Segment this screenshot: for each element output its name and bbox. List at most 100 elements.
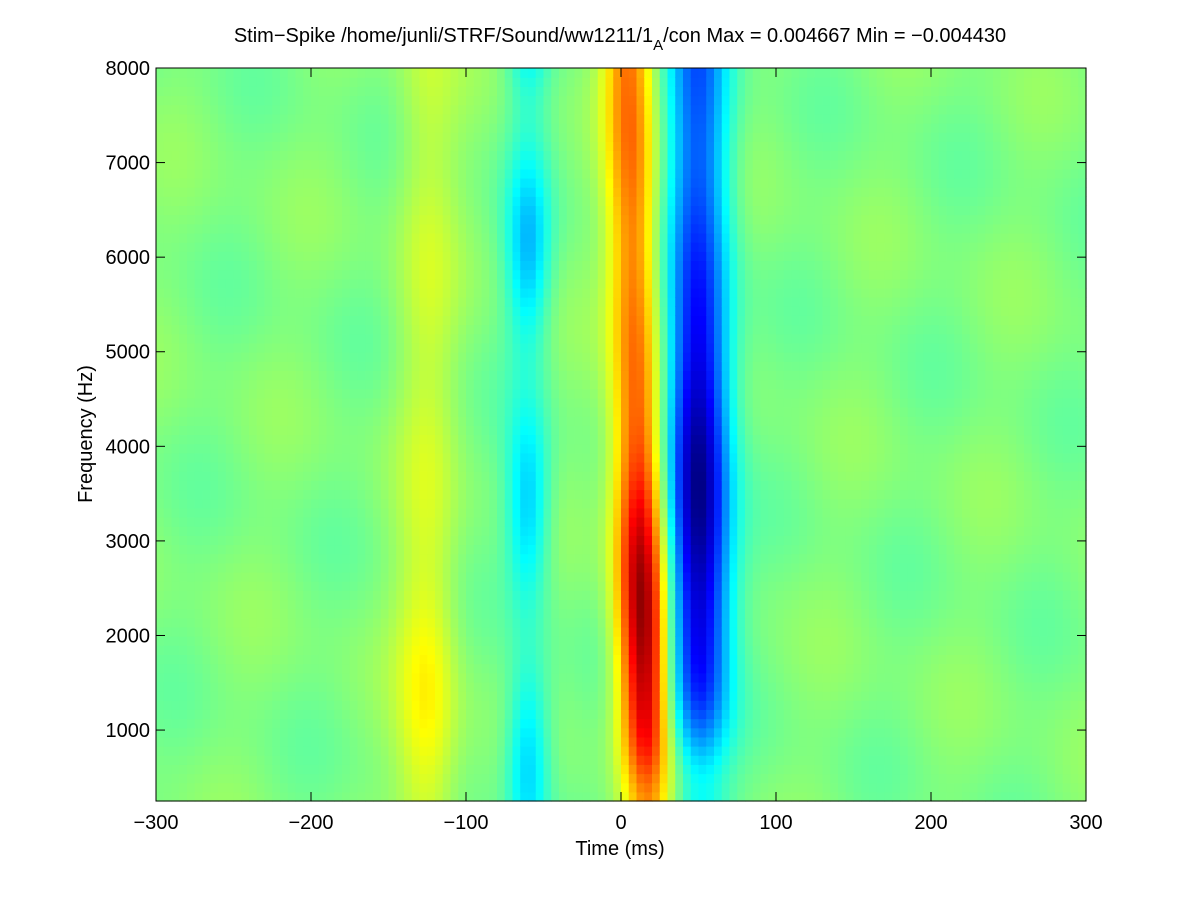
heatmap-cell xyxy=(551,755,560,765)
heatmap-cell xyxy=(241,608,250,619)
heatmap-cell xyxy=(357,104,366,115)
heatmap-cell xyxy=(357,168,366,179)
heatmap-cell xyxy=(342,68,351,78)
heatmap-cell xyxy=(497,654,506,665)
heatmap-cell xyxy=(535,672,545,683)
heatmap-cell xyxy=(342,663,351,674)
heatmap-cell xyxy=(582,141,591,152)
heatmap-cell xyxy=(613,196,622,207)
heatmap-cell xyxy=(489,663,498,674)
heatmap-cell xyxy=(156,95,165,106)
heatmap-cell xyxy=(551,287,560,298)
heatmap-cell xyxy=(466,150,475,161)
heatmap-cell xyxy=(264,507,273,518)
heatmap-cell xyxy=(287,544,297,555)
heatmap-cell xyxy=(249,187,258,197)
heatmap-cell xyxy=(442,306,452,316)
heatmap-cell xyxy=(380,95,390,106)
heatmap-cell xyxy=(218,113,227,124)
heatmap-cell xyxy=(256,443,266,454)
heatmap-cell xyxy=(280,443,289,454)
heatmap-cell xyxy=(458,287,467,298)
heatmap-cell xyxy=(342,516,351,527)
heatmap-cell xyxy=(380,361,390,371)
heatmap-cell xyxy=(365,544,374,555)
heatmap-cell xyxy=(427,196,436,207)
heatmap-cell xyxy=(326,700,335,710)
heatmap-cell xyxy=(318,727,328,738)
heatmap-cell xyxy=(179,159,188,170)
heatmap-cell xyxy=(559,489,568,500)
heatmap-cell xyxy=(590,452,599,463)
heatmap-cell xyxy=(411,736,421,747)
heatmap-cell xyxy=(272,361,281,371)
heatmap-cell xyxy=(342,608,351,619)
heatmap-cell xyxy=(396,278,405,289)
heatmap-cell xyxy=(365,581,374,591)
heatmap-cell xyxy=(605,608,614,619)
heatmap-cell xyxy=(566,782,576,793)
heatmap-cell xyxy=(450,773,459,784)
heatmap-cell xyxy=(574,626,583,637)
heatmap-cell xyxy=(349,626,359,637)
heatmap-cell xyxy=(380,242,390,252)
heatmap-cell xyxy=(171,68,180,78)
heatmap-cell xyxy=(287,77,297,87)
heatmap-cell xyxy=(179,654,188,665)
heatmap-cell xyxy=(187,526,196,536)
heatmap-cell xyxy=(264,407,273,417)
heatmap-cell xyxy=(202,461,211,472)
heatmap-cell xyxy=(311,654,320,665)
heatmap-cell xyxy=(256,306,266,316)
heatmap-cell xyxy=(559,764,568,775)
heatmap-cell xyxy=(225,636,235,646)
heatmap-cell xyxy=(520,159,529,170)
heatmap-cell xyxy=(187,379,196,390)
heatmap-cell xyxy=(218,77,227,87)
heatmap-cell xyxy=(566,196,576,207)
heatmap-cell xyxy=(187,242,196,252)
heatmap-cell xyxy=(481,498,490,509)
heatmap-cell xyxy=(411,269,421,280)
heatmap-cell xyxy=(497,232,506,243)
heatmap-cell xyxy=(342,636,351,646)
heatmap-cell xyxy=(311,297,320,307)
heatmap-cell xyxy=(318,232,328,243)
heatmap-cell xyxy=(233,507,242,518)
heatmap-cell xyxy=(163,232,173,243)
heatmap-cell xyxy=(559,187,568,197)
heatmap-cell xyxy=(249,205,258,216)
heatmap-cell xyxy=(489,379,498,390)
heatmap-cell xyxy=(419,416,428,426)
heatmap-cell xyxy=(156,434,165,445)
heatmap-cell xyxy=(551,480,560,491)
heatmap-cell xyxy=(342,681,351,692)
heatmap-cell xyxy=(481,700,490,710)
heatmap-cell xyxy=(202,709,211,720)
heatmap-cell xyxy=(473,443,483,454)
heatmap-cell xyxy=(442,746,452,756)
heatmap-cell xyxy=(559,480,568,491)
heatmap-cell xyxy=(187,498,196,509)
heatmap-cell xyxy=(528,562,537,573)
heatmap-cell xyxy=(233,681,242,692)
heatmap-cell xyxy=(342,260,351,271)
heatmap-cell xyxy=(504,223,514,234)
heatmap-cell xyxy=(404,122,413,133)
heatmap-cell xyxy=(171,535,180,546)
heatmap-cell xyxy=(233,315,242,326)
heatmap-cell xyxy=(365,370,374,381)
heatmap-cell xyxy=(419,764,428,775)
heatmap-cell xyxy=(318,95,328,106)
heatmap-cell xyxy=(202,196,211,207)
heatmap-cell xyxy=(458,617,467,628)
heatmap-cell xyxy=(504,324,514,335)
heatmap-cell xyxy=(590,544,599,555)
heatmap-cell xyxy=(435,77,444,87)
heatmap-cell xyxy=(605,626,614,637)
heatmap-cell xyxy=(187,260,196,271)
heatmap-cell xyxy=(559,507,568,518)
heatmap-cell xyxy=(280,709,289,720)
heatmap-cell xyxy=(349,407,359,417)
heatmap-cell xyxy=(311,562,320,573)
